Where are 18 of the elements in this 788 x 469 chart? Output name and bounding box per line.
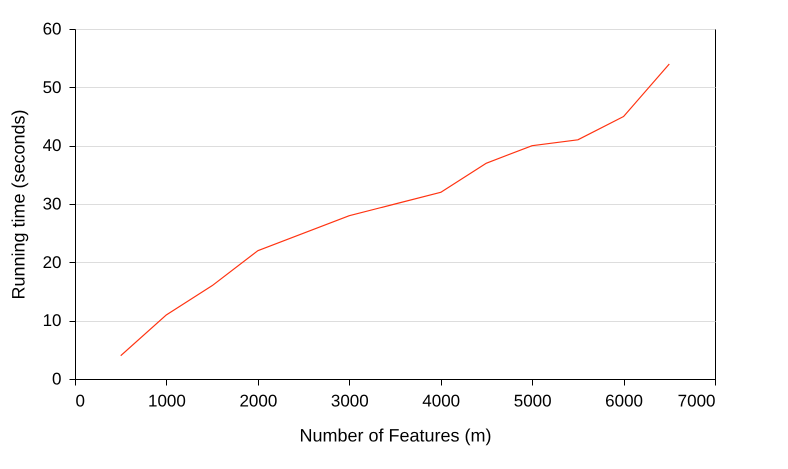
x-tick-label: 0 [76, 392, 85, 410]
x-tick-label: 2000 [239, 392, 278, 410]
y-tick-label: 30 [42, 194, 62, 214]
y-tick-label: 20 [42, 252, 62, 272]
x-tick-label: 6000 [605, 392, 643, 410]
x-axis-title: Number of Features (m) [299, 426, 492, 446]
x-tick-label: 5000 [514, 392, 552, 410]
y-tick-label: 50 [42, 78, 62, 97]
x-tick-label: 7000 [678, 392, 716, 410]
y-axis-title: Running time (seconds) [8, 109, 29, 300]
y-tick-label: 60 [42, 20, 62, 38]
x-tick-label: 4000 [422, 392, 460, 410]
x-tick-label: 3000 [330, 392, 369, 410]
y-tick-label: 10 [42, 311, 62, 330]
y-tick-label: 40 [42, 136, 62, 156]
y-tick-label: 0 [52, 370, 62, 388]
line-series [120, 63, 670, 356]
x-tick-label: 1000 [148, 392, 186, 410]
